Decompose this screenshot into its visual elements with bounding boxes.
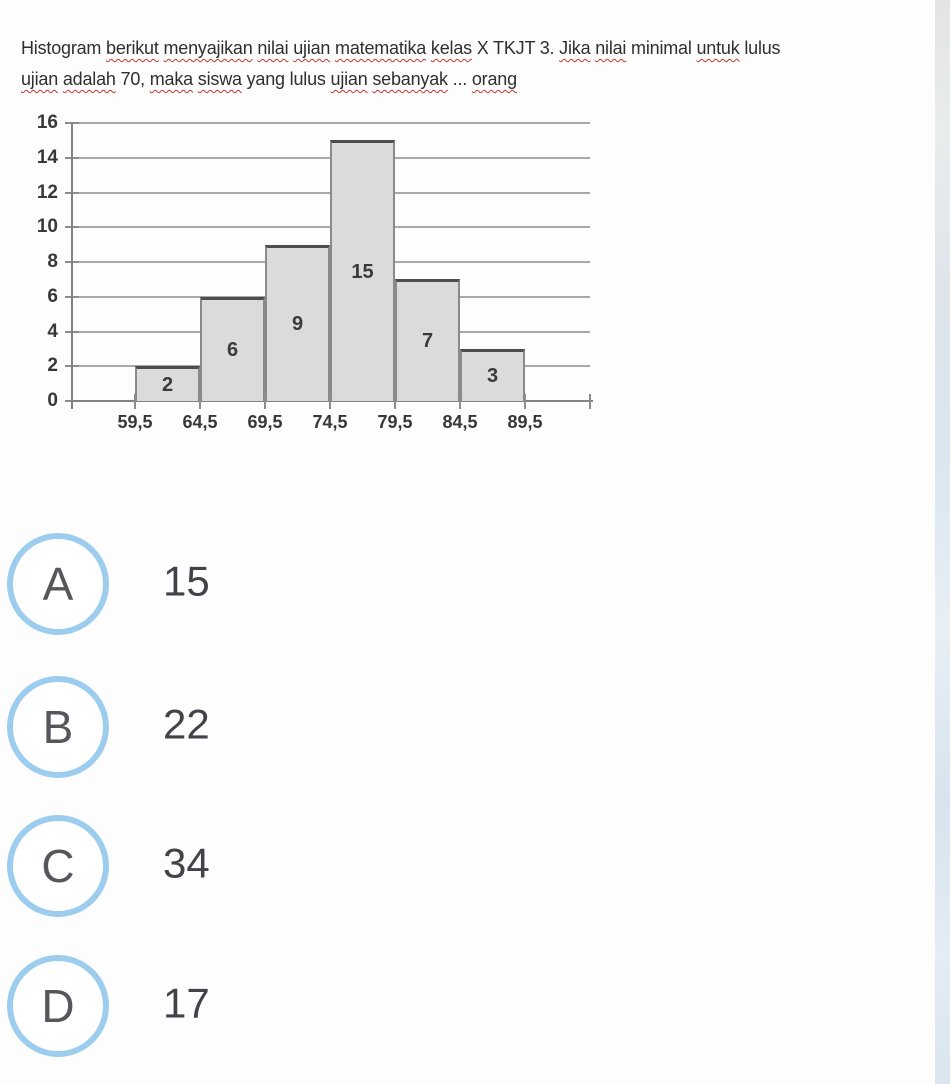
word: lulus [744,38,781,58]
answer-option-a[interactable]: A 15 [0,533,520,635]
word: minimal [631,38,692,58]
x-axis-tick [134,394,136,409]
histogram-bar: 15 [330,140,395,401]
bar-value-label: 9 [291,313,304,335]
x-axis-line [71,400,593,402]
answer-option-d[interactable]: D 17 [0,955,520,1057]
question-line: ujian adalah 70, maka siswa yang lulus u… [21,64,926,95]
option-value: 17 [163,979,210,1027]
misspelled-word: ujian [330,69,368,89]
misspelled-word: adalah [62,69,116,89]
y-axis-label: 2 [47,355,58,376]
x-axis-tick [459,394,461,409]
x-axis-tick [199,394,201,409]
misspelled-word: orang [471,69,517,89]
word: ... [452,69,468,89]
background-strip [935,0,950,1084]
misspelled-word: untuk [696,38,740,58]
misspelled-word: menyajikan [163,38,253,58]
word: Histogram [21,38,102,58]
histogram-bar: 2 [135,366,200,401]
gridline [72,122,590,124]
y-axis-label: 12 [36,182,58,203]
bar-value-label: 2 [161,373,174,396]
x-axis-label: 79,5 [377,412,413,432]
x-axis-tick [589,394,591,409]
misspelled-word: nilai [257,38,289,58]
y-axis-label: 0 [47,390,58,411]
bar-value-label: 6 [226,339,239,361]
histogram-bar: 9 [265,245,330,401]
x-axis-label: 84,5 [442,412,478,432]
question-text: Histogram berikut menyajikan nilai ujian… [21,33,926,95]
y-axis-label: 4 [47,321,58,342]
bar-value-label: 7 [421,330,434,352]
bar-value-label: 3 [486,365,499,387]
misspelled-word: sebanyak [372,69,448,89]
misspelled-word: matematika [335,38,427,58]
x-axis-label: 89,5 [507,412,543,432]
misspelled-word: siswa [197,69,242,89]
bar-value-label: 15 [351,260,374,283]
y-axis-label: 10 [36,216,58,237]
x-axis-tick [524,394,526,409]
misspelled-word: Jika [559,38,591,58]
answer-option-c[interactable]: C 34 [0,815,520,917]
misspelled-word: ujian [293,38,331,58]
option-value: 22 [163,700,210,748]
word: lulus [289,69,326,89]
misspelled-word: berikut [106,38,159,58]
x-axis-label: 59,5 [117,412,153,432]
option-circle[interactable]: C [7,815,109,917]
y-axis-label: 6 [47,286,58,307]
answer-option-b[interactable]: B 22 [0,676,520,778]
option-letter: A [42,558,74,610]
option-letter: B [42,701,74,753]
histogram-bar: 6 [200,297,265,401]
x-axis-label: 69,5 [247,412,283,432]
y-axis-label: 16 [36,112,58,133]
option-letter: D [41,980,75,1032]
option-circle[interactable]: B [7,676,109,778]
word: 70, [120,69,146,89]
y-axis-line [71,123,73,409]
misspelled-word: kelas [430,38,472,58]
histogram-bar: 3 [460,349,525,401]
option-circle[interactable]: A [7,533,109,635]
option-circle[interactable]: D [7,955,109,1057]
y-axis-label: 14 [36,147,58,168]
x-axis-tick [329,394,331,409]
option-value: 34 [163,839,210,887]
word: TKJT [493,38,535,58]
option-letter: C [41,840,75,892]
x-axis-label: 74,5 [312,412,348,432]
x-axis-tick [264,394,266,409]
word: X [476,38,489,58]
misspelled-word: nilai [595,38,627,58]
misspelled-word: ujian [21,69,59,89]
misspelled-word: maka [149,69,193,89]
x-axis-label: 64,5 [182,412,218,432]
y-axis-label: 8 [47,251,58,272]
histogram-bar: 7 [395,279,460,401]
question-line: Histogram berikut menyajikan nilai ujian… [21,33,926,64]
x-axis-tick [394,394,396,409]
option-value: 15 [163,557,210,605]
word: 3. [539,38,555,58]
word: yang [246,69,285,89]
